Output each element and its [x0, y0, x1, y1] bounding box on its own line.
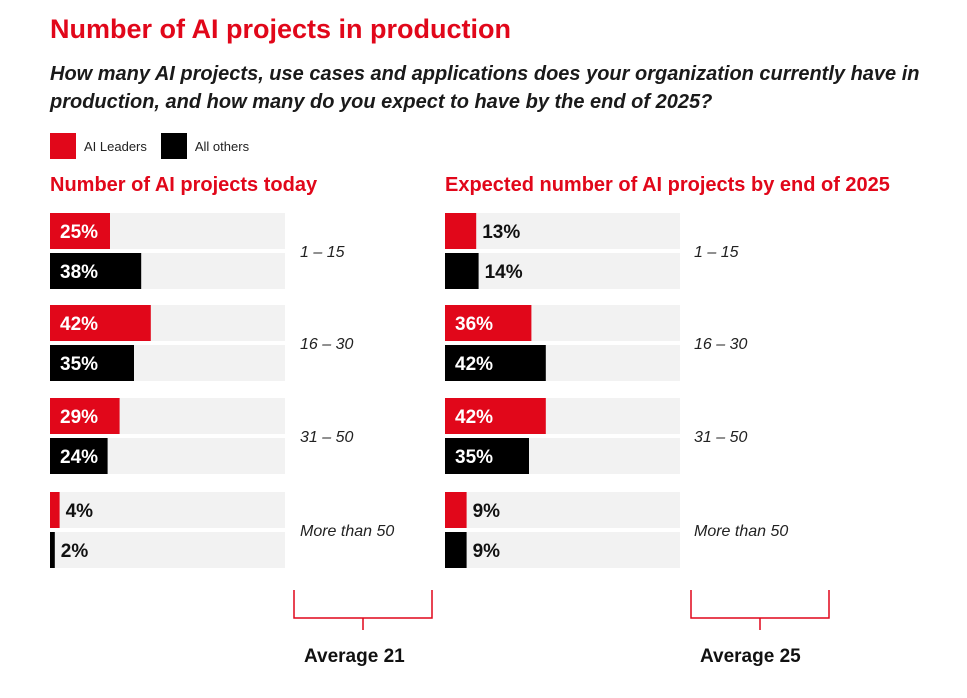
legend-swatch-ai-leaders — [50, 133, 76, 159]
bar-value-label: 29% — [60, 407, 98, 428]
category-label: More than 50 — [300, 523, 394, 540]
page-subtitle: How many AI projects, use cases and appl… — [50, 63, 920, 113]
category-label: 31 – 50 — [694, 429, 747, 446]
bar — [445, 253, 479, 289]
legend-label-ai-leaders: AI Leaders — [84, 138, 147, 154]
bar — [445, 305, 532, 341]
page-title: Number of AI projects in production — [50, 14, 512, 44]
bar-value-label: 25% — [60, 222, 98, 243]
bar — [50, 532, 55, 568]
legend: AI Leaders All others — [50, 133, 263, 159]
bar — [445, 532, 467, 568]
bar — [445, 345, 546, 381]
bar-value-label: 35% — [455, 447, 493, 468]
bar — [445, 398, 546, 434]
bar-track — [445, 253, 680, 289]
bar — [50, 253, 142, 289]
category-label: More than 50 — [694, 523, 788, 540]
category-label: 16 – 30 — [300, 336, 353, 353]
bar-value-label: 13% — [482, 222, 520, 243]
bar-value-label: 42% — [455, 354, 493, 375]
bar-track — [445, 532, 680, 568]
bar — [50, 305, 151, 341]
bar — [50, 213, 110, 249]
bar-value-label: 36% — [455, 314, 493, 335]
bar — [50, 492, 60, 528]
average-bracket — [690, 590, 830, 630]
bar-value-label: 2% — [61, 541, 89, 562]
bar-track — [445, 213, 680, 249]
legend-label-all-others: All others — [194, 138, 250, 154]
bar — [50, 345, 134, 381]
bar — [445, 213, 477, 249]
average-label-today: Average 21 — [304, 646, 405, 667]
bar — [50, 438, 108, 474]
bar — [50, 398, 120, 434]
average-label-2025: Average 25 — [700, 646, 801, 667]
bar-value-label: 4% — [66, 501, 94, 522]
bar-track — [50, 492, 285, 528]
bar-value-label: 42% — [60, 314, 98, 335]
bar-value-label: 9% — [473, 501, 501, 522]
bar-value-label: 38% — [60, 262, 98, 283]
bar-value-label: 14% — [485, 262, 523, 283]
bar-value-label: 42% — [455, 407, 493, 428]
category-label: 16 – 30 — [694, 336, 747, 353]
panel-title-today: Number of AI projects today — [50, 174, 318, 196]
legend-swatch-all-others — [160, 133, 187, 159]
bar-value-label: 24% — [60, 447, 98, 468]
bar-value-label: 35% — [60, 354, 98, 375]
panel-title-2025: Expected number of AI projects by end of… — [445, 174, 890, 196]
bar-track — [50, 532, 285, 568]
bar-track — [445, 492, 680, 528]
bar — [445, 492, 467, 528]
category-label: 1 – 15 — [300, 244, 345, 261]
bar-value-label: 9% — [473, 541, 501, 562]
bar — [445, 438, 529, 474]
category-label: 31 – 50 — [300, 429, 353, 446]
average-bracket — [293, 590, 433, 630]
category-label: 1 – 15 — [694, 244, 739, 261]
